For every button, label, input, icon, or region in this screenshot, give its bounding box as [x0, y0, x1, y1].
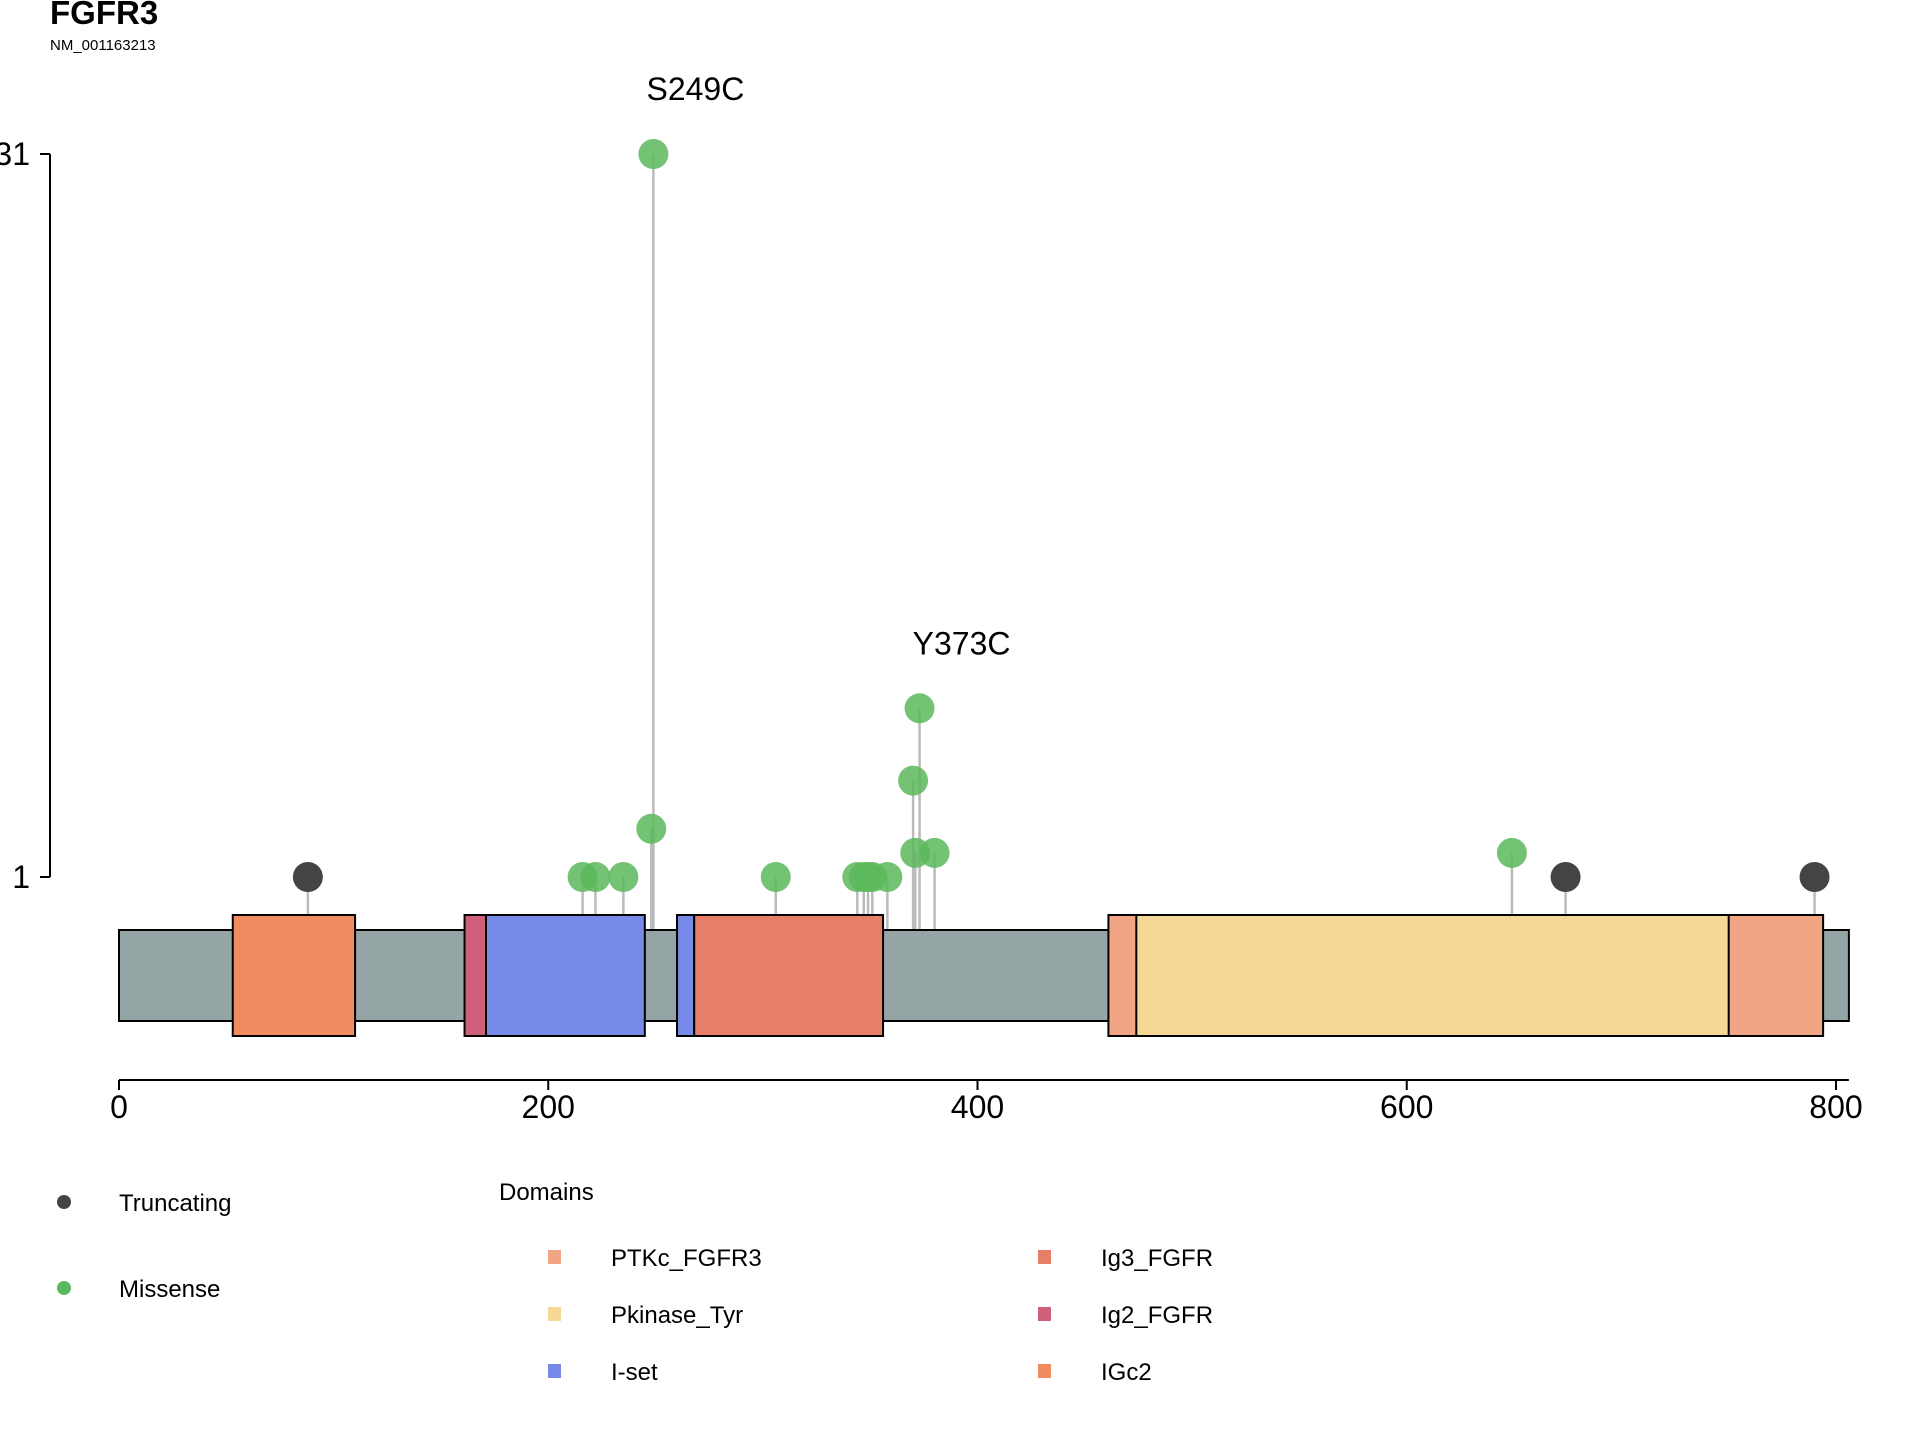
- y-tick-label: 31: [0, 136, 30, 172]
- domain-legend-label: Pkinase_Tyr: [611, 1302, 743, 1329]
- domain-legend-swatch: [1038, 1307, 1051, 1321]
- domain-pkinase-tyr: [1135, 914, 1730, 1037]
- y-tick-label: 1: [12, 859, 30, 895]
- missense-mutation-point: [760, 862, 791, 892]
- domain-ig2-fgfr: [463, 914, 488, 1037]
- missense-mutation-point: [638, 139, 669, 169]
- domain-legend-swatch: [548, 1250, 561, 1264]
- x-tick-label: 200: [522, 1089, 575, 1125]
- domain-legend-swatch: [1038, 1250, 1051, 1264]
- domain-legend-label: IGc2: [1101, 1359, 1152, 1386]
- mutation-label: Y373C: [913, 625, 1011, 661]
- legend-label: Missense: [119, 1276, 220, 1303]
- missense-mutation-point: [904, 693, 935, 724]
- missense-mutation-point: [1496, 837, 1527, 868]
- domains-legend-title: Domains: [499, 1179, 594, 1206]
- domain-ig3-fgfr: [693, 914, 885, 1037]
- domain-igc2: [231, 914, 357, 1037]
- x-tick-label: 400: [951, 1089, 1004, 1125]
- domain-legend-swatch: [548, 1364, 561, 1378]
- missense-mutation-point: [872, 862, 903, 892]
- truncating-mutation-point: [1799, 862, 1830, 892]
- domain-i-set: [676, 914, 696, 1037]
- domain-legend-label: Ig2_FGFR: [1101, 1302, 1213, 1329]
- chart-subtitle: NM_001163213: [50, 37, 156, 54]
- truncating-mutation-point: [292, 862, 323, 892]
- domain-legend-swatch: [1038, 1364, 1051, 1378]
- x-tick-label: 800: [1809, 1089, 1862, 1125]
- domain-i-set: [485, 914, 646, 1037]
- domain-legend-label: Ig3_FGFR: [1101, 1245, 1213, 1272]
- legend-label: Truncating: [119, 1190, 232, 1217]
- truncating-legend-icon: [57, 1195, 71, 1209]
- missense-mutation-point: [608, 862, 639, 892]
- x-tick-label: 0: [110, 1089, 128, 1125]
- chart-title: FGFR3: [50, 0, 158, 31]
- missense-mutation-point: [580, 862, 611, 892]
- domain-legend-label: PTKc_FGFR3: [611, 1245, 762, 1272]
- mutation-label: S249C: [646, 71, 744, 107]
- missense-mutation-point: [919, 837, 950, 868]
- x-tick-label: 600: [1380, 1089, 1433, 1125]
- missense-mutation-point: [636, 813, 667, 844]
- domain-legend-label: I-set: [611, 1359, 658, 1386]
- domain-legend-swatch: [548, 1307, 561, 1321]
- missense-legend-icon: [57, 1281, 71, 1295]
- truncating-mutation-point: [1550, 862, 1581, 892]
- missense-mutation-point: [898, 765, 929, 796]
